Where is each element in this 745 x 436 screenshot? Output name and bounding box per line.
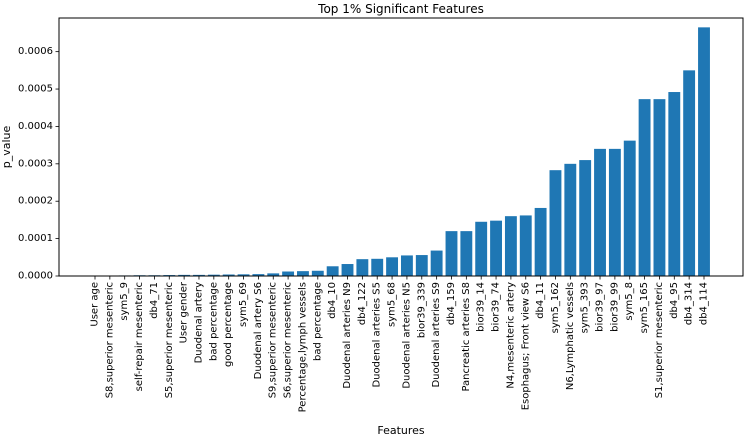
- y-tick-label: 0.0005: [18, 84, 53, 95]
- bar: [549, 170, 562, 276]
- x-tick-label: sym5_393: [580, 282, 591, 333]
- x-tick-label: S9,superior mesenteric: [268, 282, 279, 398]
- x-tick-label: good percentage: [223, 282, 234, 367]
- bar: [222, 274, 235, 276]
- bar: [698, 27, 710, 276]
- bar: [504, 216, 517, 276]
- y-tick-label: 0.0006: [18, 46, 53, 57]
- x-tick-label: db4_159: [446, 282, 457, 325]
- y-tick-label: 0.0004: [18, 121, 53, 132]
- y-tick-label: 0.0000: [18, 271, 53, 282]
- x-tick-label: bior39_14: [476, 282, 487, 332]
- bar: [638, 99, 651, 276]
- x-tick-label: sym5_8: [624, 282, 635, 321]
- bar: [564, 163, 577, 276]
- bar: [282, 271, 295, 276]
- x-tick-label: Pancreatic arteries S8: [461, 282, 472, 392]
- bar: [371, 258, 384, 276]
- bar: [311, 270, 324, 276]
- x-tick-label: db4_95: [669, 282, 680, 319]
- y-tick-label: 0.0003: [18, 158, 53, 169]
- plot-frame: [58, 17, 744, 277]
- bar: [475, 221, 488, 276]
- bar: [430, 250, 443, 276]
- bar: [341, 264, 354, 276]
- bar: [653, 99, 666, 276]
- x-tick-label: S5,superior mesenteric: [164, 282, 175, 398]
- bar: [415, 255, 428, 276]
- x-tick-label: sym5_69: [238, 282, 249, 327]
- bar: [623, 140, 636, 276]
- x-tick-label: Duodenal arteries S9: [431, 282, 442, 388]
- x-tick-label: sym5_162: [550, 282, 561, 333]
- x-tick-label: N4,mesenteric artery: [505, 282, 516, 389]
- bar: [297, 271, 309, 276]
- y-tick-label: 0.0002: [18, 196, 53, 207]
- x-tick-label: sym5_68: [387, 282, 398, 327]
- bar: [252, 274, 265, 276]
- x-tick-label: User gender: [179, 281, 190, 343]
- x-axis-label: Features: [377, 424, 425, 436]
- x-tick-label: self-repair mesenteric: [134, 282, 145, 391]
- y-axis-label: p_value: [0, 126, 13, 169]
- x-tick-label: bad percentage: [312, 282, 323, 361]
- x-tick-label: db4_114: [699, 282, 710, 325]
- bar: [237, 274, 250, 276]
- bar: [579, 160, 592, 276]
- bar: [460, 231, 473, 276]
- bar: [490, 220, 502, 276]
- bar: [683, 70, 696, 276]
- x-tick-label: bior39_74: [491, 282, 502, 332]
- x-tick-label: sym5_9: [119, 282, 130, 321]
- x-axis-ticks: User age S8,superior mesenteric sym5_9 self…: [90, 276, 710, 412]
- bar: [386, 257, 399, 276]
- bar: [178, 274, 191, 276]
- bar: [400, 255, 413, 276]
- x-tick-label: db4_71: [149, 282, 160, 319]
- x-tick-label: S8,superior mesenteric: [104, 282, 115, 398]
- y-axis-ticks: 0.0000 0.0001 0.0002 0.0003 0.0004 0.0005 0.00…: [18, 46, 59, 282]
- bar: [445, 231, 458, 276]
- x-tick-label: Esophagus; Front view S6: [520, 282, 531, 410]
- bar: [534, 207, 547, 276]
- x-tick-label: db4_314: [684, 282, 695, 325]
- x-tick-label: Duodenal arteries S5: [372, 282, 383, 388]
- x-tick-label: bior39_99: [609, 282, 620, 332]
- x-tick-label: sym5_165: [639, 282, 650, 333]
- x-tick-label: User age: [90, 282, 101, 327]
- y-tick-label: 0.0001: [18, 233, 53, 244]
- x-tick-label: S6,superior mesenteric: [283, 282, 294, 398]
- x-tick-label: db4_122: [357, 282, 368, 325]
- bars-group: [89, 27, 710, 276]
- x-tick-label: Duodenal arteries N9: [342, 282, 353, 389]
- bar: [207, 274, 220, 276]
- bar: [594, 148, 606, 276]
- x-tick-label: Percentage,lymph vessels: [297, 282, 308, 412]
- bar: [193, 274, 205, 276]
- x-tick-label: bior39_97: [595, 282, 606, 332]
- bar: [267, 273, 280, 276]
- x-tick-label: S1,superior mesenteric: [654, 282, 665, 398]
- x-tick-label: db4_10: [327, 282, 338, 319]
- x-tick-label: bior39_339: [416, 282, 427, 338]
- bar: [668, 92, 681, 276]
- bar: [608, 148, 621, 276]
- x-tick-label: Duodenal arteries N5: [401, 282, 412, 389]
- bar: [326, 266, 339, 276]
- x-tick-label: bad percentage: [208, 282, 219, 361]
- chart-title: Top 1% Significant Features: [317, 2, 484, 16]
- x-tick-label: db4_11: [535, 282, 546, 319]
- x-tick-label: Duodenal artery: [193, 282, 204, 364]
- x-tick-label: Duodenal artery S6: [253, 282, 264, 379]
- bar: [519, 215, 532, 276]
- x-tick-label: N6,Lymphatic vessels: [565, 282, 576, 390]
- bar: [356, 259, 369, 276]
